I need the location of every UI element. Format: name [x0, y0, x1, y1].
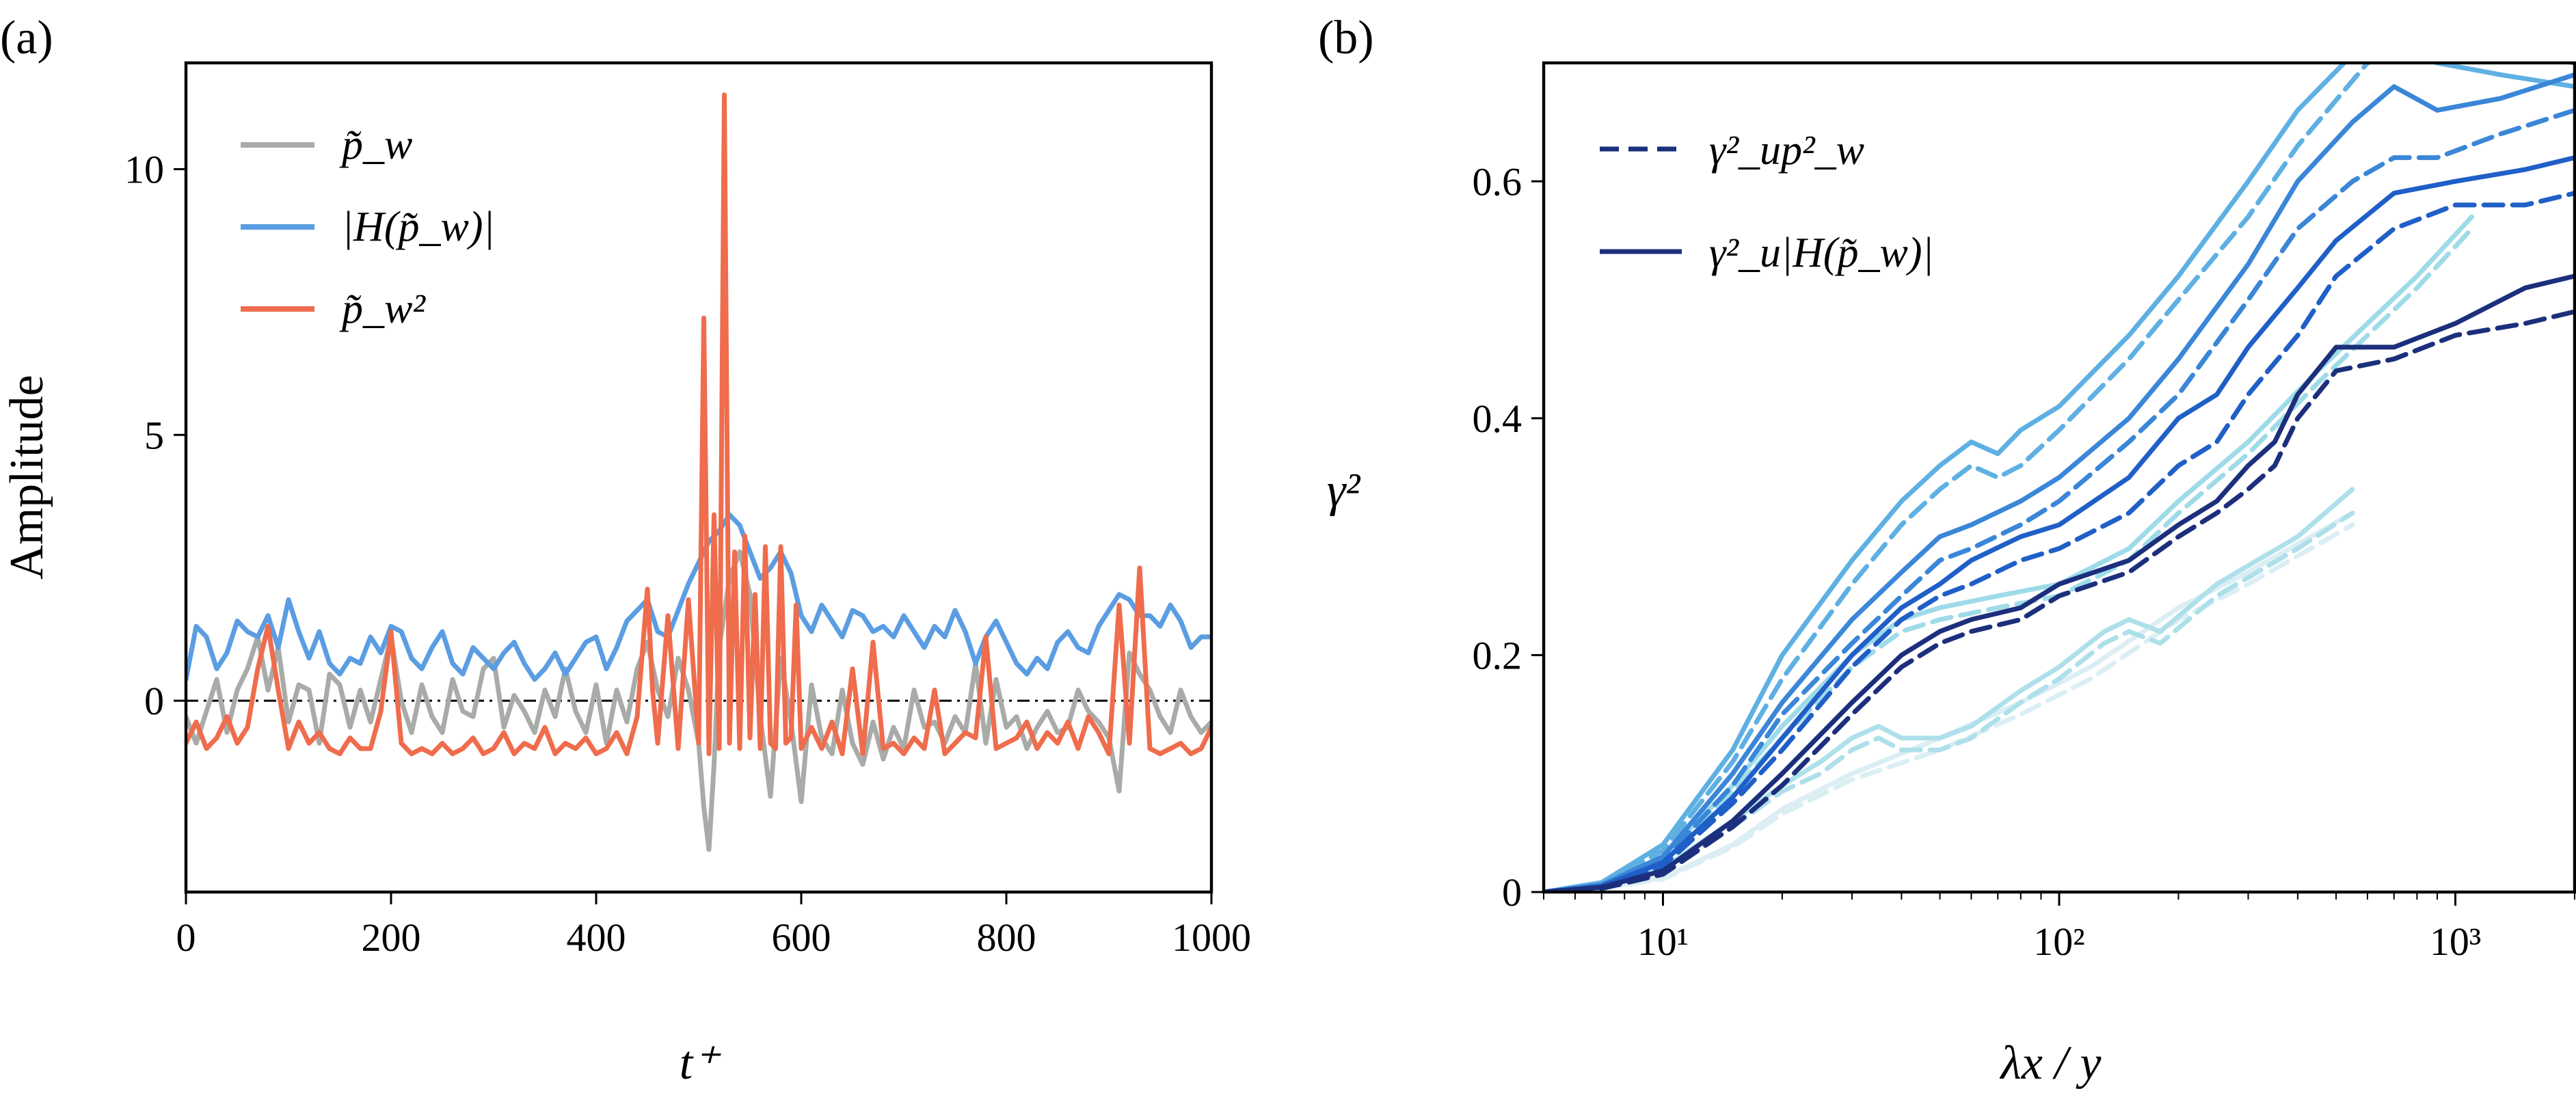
panel-a-x-axis-label: t⁺: [680, 1037, 721, 1090]
legend-label-2: |H(p̃_w)|: [342, 204, 495, 250]
x-tick-label: 200: [362, 915, 421, 960]
panel-a-label: (a): [0, 12, 53, 64]
panel-b-label: (b): [1318, 12, 1374, 64]
coherence-line-14: [1544, 309, 2575, 892]
legend-label-3: p̃_w²: [339, 286, 426, 332]
x-tick-label: 10²: [2033, 919, 2084, 964]
coherence-line-4: [1544, 511, 2355, 892]
panel-b-x-ticks: 10¹ 10² 10³: [1543, 892, 2575, 964]
coherence-line-11: [1544, 155, 2575, 892]
coherence-line-8: [1544, 63, 2575, 892]
legend-label-dashed: γ²_up²_w: [1709, 127, 1864, 174]
panel-b-y-ticks: 0 0.2 0.4 0.6: [1473, 159, 1544, 915]
panel-b-y-axis-label: γ²: [1327, 464, 1361, 517]
panel-a-plot-area: [186, 92, 1211, 852]
panel-a-y-ticks: 0 5 10: [124, 148, 186, 723]
x-tick-label: 0: [176, 915, 196, 960]
x-tick-label: 10³: [2430, 919, 2481, 964]
coherence-line-9: [1544, 72, 2575, 892]
panel-a-y-axis-label: Amplitude: [1, 375, 53, 579]
coherence-line-13: [1544, 273, 2575, 892]
panel-a-series-group: [186, 92, 1211, 852]
coherence-line-10: [1544, 107, 2575, 892]
y-tick-label: 10: [124, 148, 164, 192]
y-tick-label: 0.4: [1473, 396, 1522, 441]
coherence-line-6: [1544, 226, 2474, 892]
panel-b: (b) 10¹ 10² 10³ 0 0.2 0.4 0.6 λx / y γ² γ²_up…: [1318, 12, 2576, 1090]
y-tick-label: 0: [1502, 870, 1522, 915]
panel-a-x-ticks: 0 200 400 600 800 1000: [176, 892, 1251, 960]
coherence-line-2: [1544, 522, 2355, 892]
y-tick-label: 0.2: [1473, 633, 1522, 677]
y-tick-label: 0: [144, 679, 164, 723]
x-tick-label: 1000: [1172, 915, 1251, 960]
coherence-line-3: [1544, 487, 2355, 892]
coherence-line-1: [1544, 511, 2355, 892]
panel-a-legend: p̃_w |H(p̃_w)| p̃_w²: [241, 122, 495, 332]
panel-b-plot-area: [1544, 63, 2575, 892]
panel-b-x-axis-label: λx / y: [2000, 1037, 2102, 1090]
series-line-1: [186, 549, 1211, 852]
coherence-line-7: [1544, 63, 2575, 892]
y-tick-label: 5: [144, 413, 164, 457]
x-tick-label: 10¹: [1637, 919, 1689, 964]
coherence-line-12: [1544, 191, 2575, 892]
panel-b-series-group: [1544, 63, 2575, 892]
series-line-3: [186, 92, 1211, 757]
panel-b-legend: γ²_up²_w γ²_u|H(p̃_w)|: [1600, 127, 1934, 276]
legend-label-1: p̃_w: [339, 122, 412, 168]
legend-label-solid: γ²_u|H(p̃_w)|: [1709, 230, 1934, 276]
x-tick-label: 800: [977, 915, 1036, 960]
y-tick-label: 0.6: [1473, 159, 1522, 204]
x-tick-label: 400: [567, 915, 626, 960]
x-tick-label: 600: [772, 915, 831, 960]
panel-a-axes-frame: [184, 61, 1213, 894]
coherence-line-5: [1544, 214, 2474, 892]
